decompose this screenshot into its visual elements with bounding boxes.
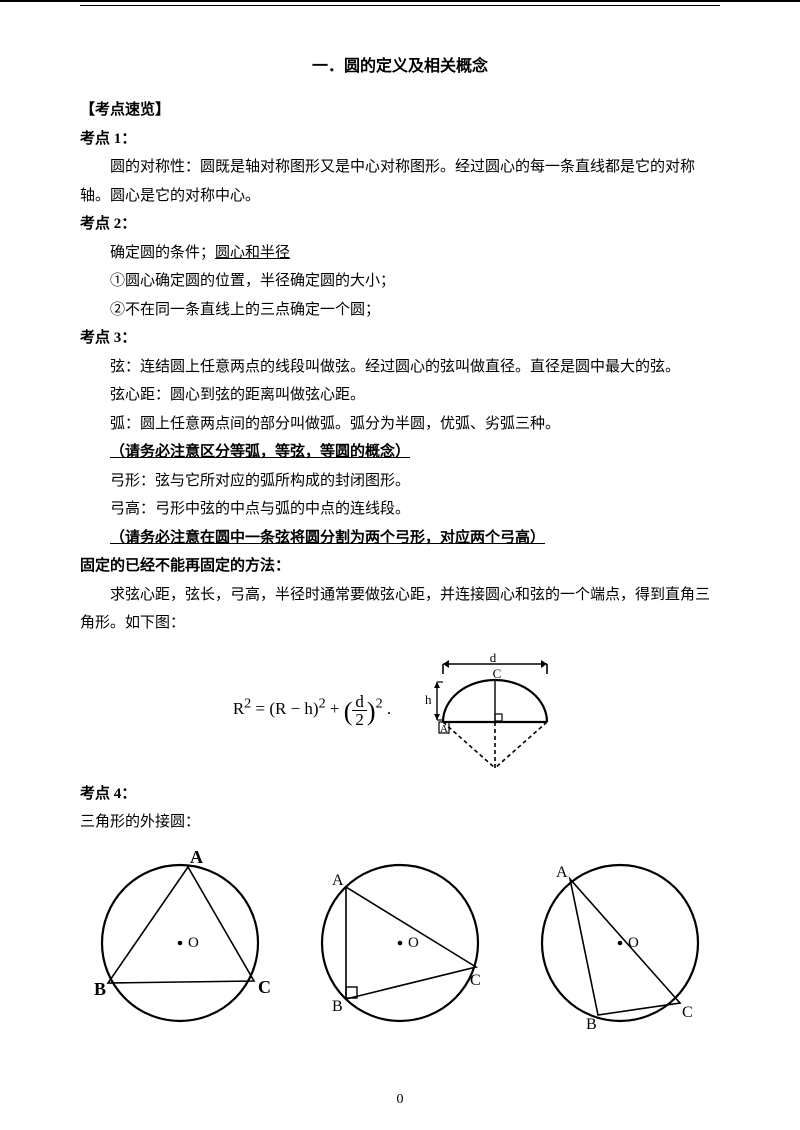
svg-text:O: O (188, 935, 199, 951)
kp1-heading: 考点 1： (80, 125, 720, 154)
kp3-heading: 考点 3： (80, 324, 720, 353)
kp3-text-2: 弦心距：圆心到弦的距离叫做弦心距。 (80, 381, 720, 410)
svg-text:A: A (190, 847, 203, 867)
section-overview: 【考点速览】 (80, 96, 720, 125)
circumcircle-acute: O A B C (80, 843, 280, 1033)
chord-diagram: d C h A (407, 652, 567, 772)
svg-text:A: A (556, 864, 568, 881)
svg-text:A: A (332, 872, 344, 889)
svg-text:A: A (440, 723, 448, 735)
svg-text:h: h (425, 692, 432, 707)
svg-text:C: C (470, 972, 481, 989)
kp3-text-3: 弧：圆上任意两点间的部分叫做弧。弧分为半圆，优弧、劣弧三种。 (80, 410, 720, 439)
kp2-text-1: 确定圆的条件；圆心和半径 (80, 239, 720, 268)
svg-text:O: O (628, 935, 639, 951)
kp3-note-2: （请务必注意在圆中一条弦将圆分割为两个弓形，对应两个弓高） (80, 524, 720, 553)
page-number: 0 (0, 1087, 800, 1114)
kp2-heading: 考点 2： (80, 210, 720, 239)
kp1-text: 圆的对称性：圆既是轴对称图形又是中心对称图形。经过圆心的每一条直线都是它的对称轴… (80, 153, 720, 210)
kp2-text-1a: 确定圆的条件； (110, 245, 215, 261)
kp3-note-1: （请务必注意区分等弧，等弦，等圆的概念） (80, 438, 720, 467)
kp2-text-3: ②不在同一条直线上的三点确定一个圆； (80, 296, 720, 325)
kp2-text-2: ①圆心确定圆的位置，半径确定圆的大小； (80, 267, 720, 296)
kp4-text: 三角形的外接圆： (80, 808, 720, 837)
svg-text:B: B (94, 979, 106, 999)
kp3-text-4: 弓形：弦与它所对应的弧所构成的封闭图形。 (80, 467, 720, 496)
svg-text:C: C (493, 666, 502, 681)
circumcircle-obtuse: O A B C (520, 843, 720, 1033)
circumcircle-row: O A B C O A B C O A B C (80, 843, 720, 1033)
formula-row: R2 = (R − h)2 + (d2)2 . d C h (80, 652, 720, 772)
document-page: 一．圆的定义及相关概念 【考点速览】 考点 1： 圆的对称性：圆既是轴对称图形又… (0, 0, 800, 1130)
kp2-text-1b: 圆心和半径 (215, 245, 290, 261)
page-title: 一．圆的定义及相关概念 (80, 52, 720, 82)
fixed-text: 求弦心距，弦长，弓高，半径时通常要做弦心距，并连接圆心和弦的一个端点，得到直角三… (80, 581, 720, 638)
svg-text:C: C (682, 1004, 693, 1021)
svg-text:B: B (586, 1016, 597, 1033)
circumcircle-right: O A B C (300, 843, 500, 1033)
kp3-text-5: 弓高：弓形中弦的中点与弧的中点的连线段。 (80, 495, 720, 524)
formula-text: R2 = (R − h)2 + (d2)2 . (233, 687, 391, 736)
kp4-heading: 考点 4： (80, 780, 720, 809)
svg-text:d: d (490, 652, 497, 665)
fixed-heading: 固定的已经不能再固定的方法： (80, 552, 720, 581)
kp3-text-1: 弦：连结圆上任意两点的线段叫做弦。经过圆心的弦叫做直径。直径是圆中最大的弦。 (80, 353, 720, 382)
svg-text:B: B (332, 998, 343, 1015)
svg-text:C: C (258, 977, 271, 997)
svg-text:O: O (408, 935, 419, 951)
